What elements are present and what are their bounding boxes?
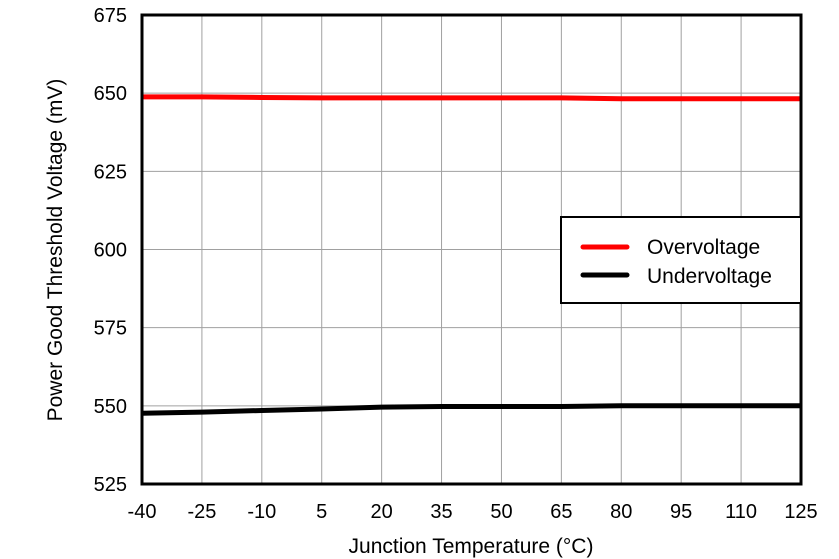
y-axis-label: Power Good Threshold Voltage (mV)	[44, 79, 67, 422]
y-tick-label: 575	[94, 318, 127, 340]
x-tick-label: 50	[490, 501, 512, 523]
y-tick-label: 550	[94, 396, 127, 418]
x-tick-label: -10	[247, 501, 276, 523]
x-tick-label: 95	[670, 501, 692, 523]
y-tick-label: 675	[94, 5, 127, 27]
x-axis-ticks: -40 -25 -10 5 20 35 50 65 80 95 110 125	[128, 501, 818, 523]
series-line-undervoltage	[141, 403, 801, 416]
y-tick-label: 525	[94, 474, 127, 496]
series-line-overvoltage	[142, 94, 801, 102]
x-tick-label: 35	[430, 501, 452, 523]
legend-label-undervoltage: Undervoltage	[647, 265, 772, 288]
x-tick-label: 110	[725, 501, 757, 523]
x-tick-label: 125	[784, 501, 817, 523]
x-tick-label: 20	[371, 501, 393, 523]
y-tick-label: 650	[94, 83, 127, 105]
y-tick-label: 600	[94, 240, 127, 262]
legend-label-overvoltage: Overvoltage	[647, 236, 760, 259]
x-tick-label: 5	[316, 501, 327, 523]
data-series	[141, 94, 801, 416]
x-tick-label: -25	[187, 501, 216, 523]
x-tick-label: 65	[550, 501, 572, 523]
y-tick-label: 625	[94, 161, 127, 183]
y-axis-ticks: 525 550 575 600 625 650 675	[94, 5, 127, 496]
legend: Overvoltage Undervoltage	[560, 216, 802, 304]
x-tick-label: 80	[610, 501, 632, 523]
x-tick-label: -40	[128, 501, 157, 523]
legend-box	[560, 216, 802, 304]
x-axis-label: Junction Temperature (°C)	[349, 535, 594, 558]
